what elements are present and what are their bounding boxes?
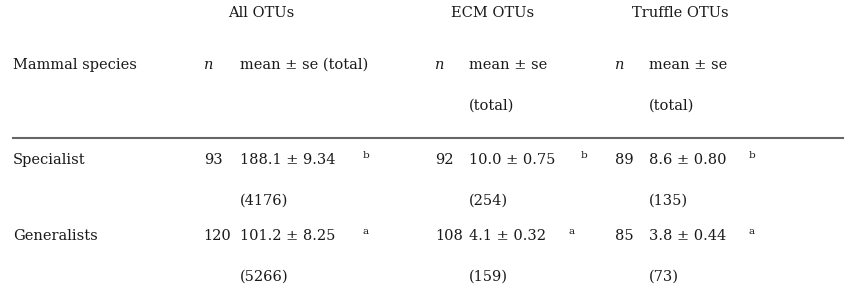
- Text: 3.8 ± 0.44: 3.8 ± 0.44: [649, 230, 726, 243]
- Text: 101.2 ± 8.25: 101.2 ± 8.25: [240, 230, 335, 243]
- Text: (73): (73): [649, 270, 679, 284]
- Text: (4176): (4176): [240, 194, 288, 207]
- Text: Specialist: Specialist: [13, 153, 86, 167]
- Text: 108: 108: [435, 230, 463, 243]
- Text: mean ± se: mean ± se: [649, 58, 727, 72]
- Text: (159): (159): [469, 270, 508, 284]
- Text: (135): (135): [649, 194, 688, 207]
- Text: n: n: [204, 58, 213, 72]
- Text: n: n: [435, 58, 444, 72]
- Text: 92: 92: [435, 153, 454, 167]
- Text: b: b: [580, 151, 587, 160]
- Text: All OTUs: All OTUs: [228, 6, 294, 20]
- Text: n: n: [615, 58, 624, 72]
- Text: 85: 85: [615, 230, 633, 243]
- Text: Mammal species: Mammal species: [13, 58, 137, 72]
- Text: 89: 89: [615, 153, 633, 167]
- Text: (5266): (5266): [240, 270, 288, 284]
- Text: 8.6 ± 0.80: 8.6 ± 0.80: [649, 153, 727, 167]
- Text: Generalists: Generalists: [13, 230, 98, 243]
- Text: a: a: [363, 228, 369, 236]
- Text: (254): (254): [469, 194, 508, 207]
- Text: 188.1 ± 9.34: 188.1 ± 9.34: [240, 153, 336, 167]
- Text: b: b: [363, 151, 370, 160]
- Text: 120: 120: [204, 230, 231, 243]
- Text: ECM OTUs: ECM OTUs: [450, 6, 534, 20]
- Text: a: a: [568, 228, 574, 236]
- Text: (total): (total): [469, 98, 514, 112]
- Text: b: b: [749, 151, 756, 160]
- Text: Truffle OTUs: Truffle OTUs: [633, 6, 728, 20]
- Text: (total): (total): [649, 98, 694, 112]
- Text: mean ± se: mean ± se: [469, 58, 547, 72]
- Text: 10.0 ± 0.75: 10.0 ± 0.75: [469, 153, 556, 167]
- Text: 93: 93: [204, 153, 223, 167]
- Text: mean ± se (total): mean ± se (total): [240, 58, 368, 72]
- Text: a: a: [748, 228, 755, 236]
- Text: 4.1 ± 0.32: 4.1 ± 0.32: [469, 230, 546, 243]
